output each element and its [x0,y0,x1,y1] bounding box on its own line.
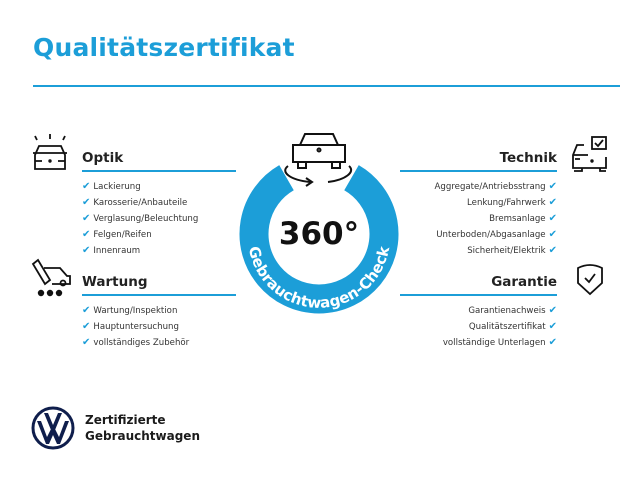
check-icon: ✔ [82,181,91,192]
check-icon: ✔ [548,321,557,332]
badge-number: 360° [279,216,359,252]
list-item: ✔ Felgen/Reifen [82,229,152,240]
brand-text: Zertifizierte Gebrauchtwagen [85,413,200,443]
check-icon: ✔ [82,337,91,348]
list-item: Aggregate/Antriebsstrang ✔ [434,181,557,192]
car-checkbox-icon [572,136,607,172]
section-title-wartung: Wartung [82,274,148,290]
list-item: ✔ Innenraum [82,245,141,256]
list-item: Unterboden/Abgasanlage ✔ [436,229,557,240]
section-title-technik: Technik [499,150,557,166]
list-item: ✔ Verglasung/Beleuchtung [82,213,199,224]
car-rotate-icon [284,133,353,187]
list-garantie: Garantienachweis ✔ Qualitätszertifikat ✔ v… [443,303,557,351]
shield-check-icon [577,264,603,296]
check-icon: ✔ [548,305,557,316]
check-icon: ✔ [82,305,91,316]
list-technik: Aggregate/Antriebsstrang ✔ Lenkung/Fahrwe… [435,179,557,259]
section-title-optik: Optik [82,150,124,166]
list-item: Lenkung/Fahrwerk ✔ [467,197,557,208]
vw-logo [31,406,75,450]
section-divider-optik [82,170,236,172]
section-divider-technik [400,170,557,172]
list-item: ✔ vollständiges Zubehör [82,337,190,348]
check-icon: ✔ [82,321,91,332]
check-icon: ✔ [548,337,557,348]
page-title: Qualitätszertifikat [33,33,295,62]
check-icon: ✔ [82,213,91,224]
list-item: ✔ Hauptuntersuchung [82,321,179,332]
list-item: Garantienachweis ✔ [468,305,557,316]
check-icon: ✔ [548,197,557,208]
check-icon: ✔ [548,245,557,256]
list-wartung: ✔ Wartung/Inspektion ✔ Hauptuntersuchung ✔… [82,303,189,351]
title-divider [33,85,620,87]
check-icon: ✔ [548,213,557,224]
section-title-garantie: Garantie [491,274,557,290]
check-icon: ✔ [548,229,557,240]
list-item: ✔ Lackierung [82,181,141,192]
list-item: Qualitätszertifikat ✔ [468,321,557,332]
service-tools-icon [31,258,71,297]
list-item: Sicherheit/Elektrik ✔ [467,245,557,256]
car-lights-icon [33,134,67,170]
section-divider-garantie [400,294,557,296]
list-optik: ✔ Lackierung ✔ Karosserie/Anbauteile ✔ Verg… [82,179,198,259]
list-item: ✔ Karosserie/Anbauteile [82,197,188,208]
section-divider-wartung [82,294,236,296]
list-item: ✔ Wartung/Inspektion [82,305,178,316]
check-icon: ✔ [82,229,91,240]
badge-ring [239,165,399,314]
check-icon: ✔ [82,245,91,256]
list-item: vollständige Unterlagen ✔ [442,337,557,348]
check-icon: ✔ [548,181,557,192]
list-item: Bremsanlage ✔ [489,213,557,224]
check-icon: ✔ [82,197,91,208]
